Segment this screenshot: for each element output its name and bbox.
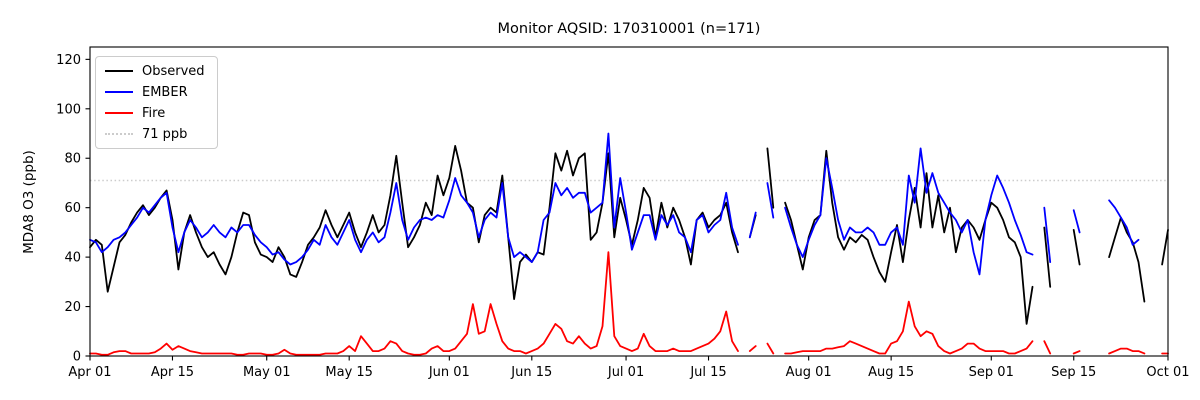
x-tick-label: Oct 01 (1146, 365, 1189, 380)
legend-label: 71 ppb (142, 126, 188, 142)
legend-label: EMBER (142, 84, 188, 100)
x-tick-label: Aug 01 (786, 365, 832, 380)
y-tick-label: 120 (56, 53, 81, 68)
x-tick-label: Jun 01 (428, 365, 470, 380)
series-line-fire (89, 251, 1169, 356)
legend-label: Fire (142, 105, 166, 121)
x-tick-label: May 01 (243, 365, 291, 380)
series-line-ember (89, 132, 1140, 276)
x-tick-label: May 15 (325, 365, 373, 380)
y-tick-label: 40 (64, 251, 81, 266)
legend-item-fire: Fire (105, 105, 205, 121)
x-tick-label: Apr 01 (68, 365, 111, 380)
chart-title: Monitor AQSID: 170310001 (n=171) (497, 21, 761, 37)
legend-swatch-ember (105, 91, 133, 93)
x-tick-label: Jul 15 (689, 365, 726, 380)
y-tick-label: 20 (64, 300, 81, 315)
y-tick-label: 60 (64, 201, 81, 216)
y-tick-label: 80 (64, 152, 81, 167)
x-tick-label: Apr 15 (151, 365, 194, 380)
legend-swatch-71-ppb (105, 133, 133, 135)
legend-item-ember: EMBER (105, 84, 205, 100)
y-tick-label: 0 (73, 350, 81, 365)
x-tick-label: Sep 15 (1051, 365, 1096, 380)
axes-spines (89, 46, 1169, 357)
legend-item-observed: Observed (105, 63, 205, 79)
plot-area (90, 47, 1168, 356)
x-tick-label: Sep 01 (969, 365, 1014, 380)
y-tick-label: 100 (56, 102, 81, 117)
legend-swatch-observed (105, 70, 133, 72)
legend-swatch-fire (105, 112, 133, 114)
x-tick-label: Jul 01 (607, 365, 644, 380)
legend-label: Observed (142, 63, 205, 79)
x-tick-label: Jun 15 (510, 365, 552, 380)
legend: Observed EMBER Fire 71 ppb (95, 56, 218, 149)
legend-item-71-ppb: 71 ppb (105, 126, 205, 142)
x-tick-label: Aug 15 (868, 365, 914, 380)
